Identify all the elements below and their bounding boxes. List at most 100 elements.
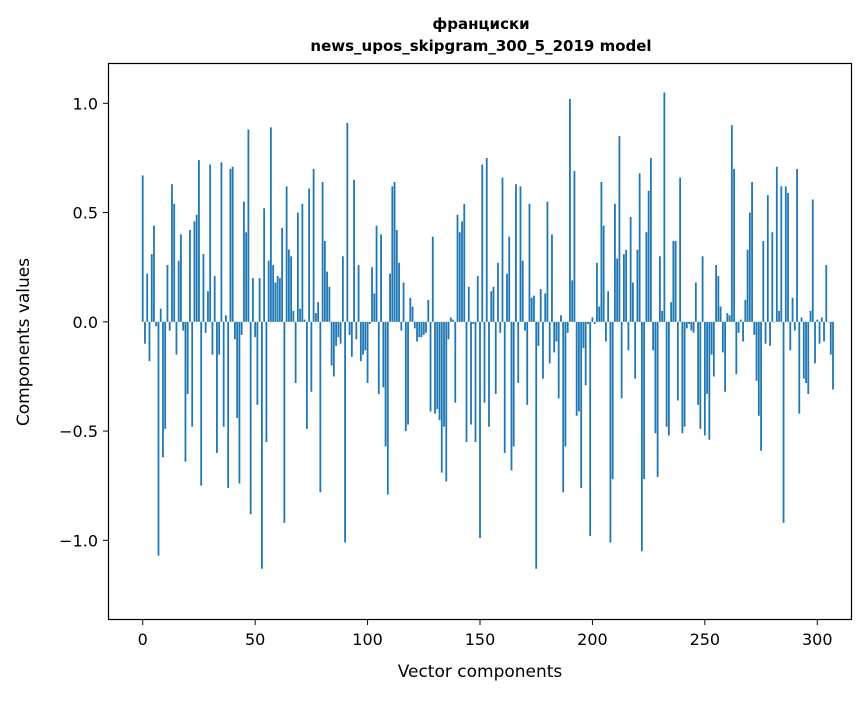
bar-51: [256, 321, 259, 405]
bar-161: [503, 321, 506, 453]
bar-228: [654, 321, 657, 434]
y-tick-label: 1.0: [73, 94, 98, 113]
bar-17: [180, 234, 182, 322]
bar-50: [254, 321, 257, 338]
bar-226: [649, 157, 652, 322]
bar-178: [542, 321, 544, 379]
bar-32: [213, 275, 216, 322]
x-axis-label: Vector components: [398, 662, 563, 682]
bar-168: [519, 186, 522, 322]
bar-240: [681, 321, 684, 434]
bar-18: [182, 321, 185, 331]
bar-40: [231, 166, 234, 322]
bar-187: [562, 321, 565, 493]
bar-77: [314, 313, 317, 322]
bar-303: [823, 321, 825, 342]
bar-36: [222, 321, 225, 427]
bar-13: [171, 184, 173, 322]
bar-190: [569, 98, 571, 322]
bar-26: [200, 321, 203, 486]
bar-206: [605, 321, 607, 342]
bar-133: [440, 321, 443, 473]
bar-130: [434, 321, 436, 414]
bar-280: [771, 232, 774, 322]
bar-249: [701, 256, 704, 322]
bar-209: [611, 321, 614, 480]
bar-288: [789, 321, 792, 351]
bar-151: [481, 164, 484, 322]
bar-44: [240, 321, 243, 335]
bar-105: [377, 321, 380, 394]
bar-232: [663, 92, 666, 322]
bar-111: [391, 186, 394, 322]
bar-169: [521, 260, 524, 322]
bar-159: [499, 321, 502, 333]
bar-298: [811, 199, 814, 322]
bar-188: [564, 321, 567, 447]
bar-5: [153, 225, 155, 322]
bar-152: [483, 321, 486, 403]
bar-282: [775, 166, 778, 322]
bar-58: [272, 265, 275, 322]
bar-126: [425, 321, 427, 333]
bar-215: [625, 249, 628, 322]
bar-302: [820, 317, 823, 322]
bar-8: [159, 308, 162, 322]
bar-81: [323, 240, 326, 322]
bar-244: [690, 321, 693, 331]
bar-35: [220, 162, 223, 322]
y-ticks-group: −1.0 −0.5 0.0 0.5 1.0: [59, 94, 109, 550]
bar-238: [676, 321, 679, 401]
bar-80: [321, 181, 324, 322]
bar-158: [497, 262, 499, 322]
bar-68: [294, 321, 297, 384]
bar-264: [735, 321, 738, 375]
bar-255: [715, 265, 717, 322]
bar-61: [278, 278, 281, 322]
bar-67: [292, 310, 295, 322]
bar-278: [766, 195, 769, 322]
chart-title: франциски: [432, 15, 529, 33]
bar-66: [290, 256, 293, 322]
x-tick-label: 200: [577, 630, 608, 649]
bar-147: [472, 321, 475, 325]
bar-172: [528, 203, 531, 322]
bar-207: [607, 291, 610, 322]
bar-7: [157, 321, 160, 556]
bar-258: [721, 321, 724, 353]
bar-165: [512, 321, 515, 447]
bar-173: [530, 297, 533, 322]
bar-198: [587, 321, 589, 325]
bar-175: [535, 321, 538, 569]
bar-294: [802, 321, 805, 379]
bar-267: [742, 321, 744, 342]
y-tick-label: 0.0: [73, 313, 98, 332]
bar-295: [805, 321, 807, 384]
bar-23: [193, 221, 196, 322]
bar-96: [357, 265, 360, 322]
bar-291: [796, 168, 798, 322]
bar-251: [706, 321, 708, 394]
bar-223: [643, 321, 646, 480]
bar-131: [436, 321, 439, 410]
bar-120: [411, 306, 414, 322]
bar-191: [571, 280, 574, 322]
bar-146: [470, 321, 472, 425]
bar-37: [225, 315, 227, 322]
bar-63: [283, 321, 286, 523]
bar-53: [260, 321, 263, 569]
bar-55: [265, 321, 268, 443]
bar-132: [438, 321, 441, 421]
bar-218: [631, 282, 634, 322]
bar-41: [234, 321, 236, 340]
bar-45: [243, 201, 245, 322]
bar-125: [422, 321, 425, 335]
bar-14: [173, 203, 176, 322]
bar-108: [384, 321, 387, 447]
bar-210: [614, 203, 616, 322]
bar-140: [456, 214, 459, 322]
bar-157: [494, 321, 497, 394]
y-tick-label: −1.0: [59, 531, 98, 550]
bar-46: [245, 232, 248, 322]
bar-222: [640, 321, 643, 552]
